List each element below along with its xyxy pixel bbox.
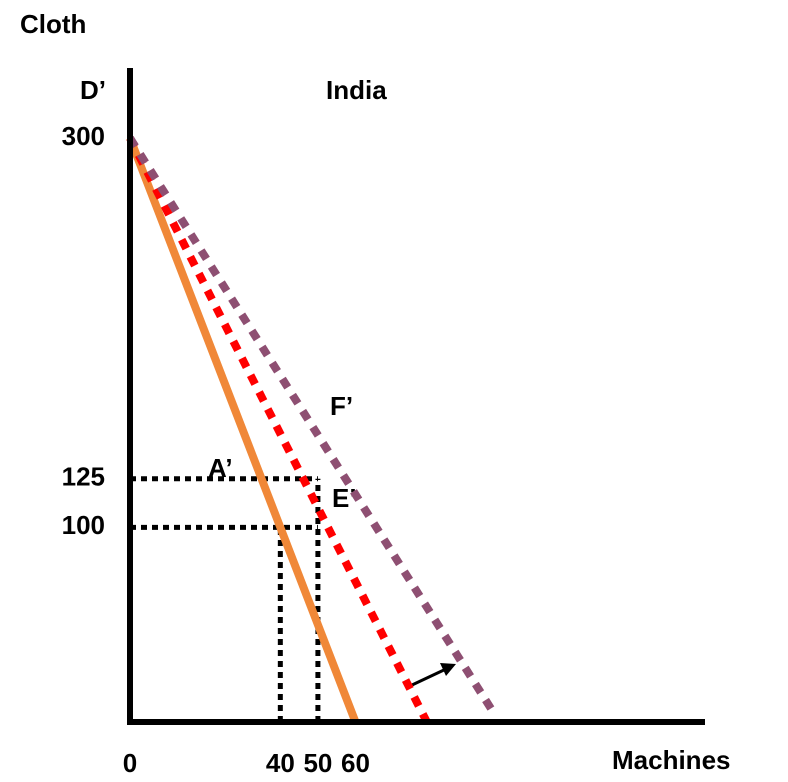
chart-title: India — [326, 75, 387, 105]
x-tick-label: 60 — [341, 748, 370, 778]
x-axis-label: Machines — [612, 745, 731, 775]
y-tick-label: 300 — [62, 121, 105, 151]
shift-arrow — [411, 667, 447, 687]
annotation: E’ — [332, 483, 357, 513]
x-tick-label: 0 — [123, 748, 137, 778]
annotation: F’ — [330, 391, 353, 421]
series-line — [126, 136, 431, 724]
x-tick-label: 40 — [266, 748, 295, 778]
x-tick-label: 50 — [303, 748, 332, 778]
y-tick-label: 100 — [62, 510, 105, 540]
series-line — [126, 136, 360, 724]
y-axis-label: Cloth — [20, 9, 86, 39]
y-tick-label: 125 — [62, 462, 105, 492]
series-line — [126, 135, 498, 717]
annotation: D’ — [80, 75, 106, 105]
arrow-head — [440, 663, 456, 676]
